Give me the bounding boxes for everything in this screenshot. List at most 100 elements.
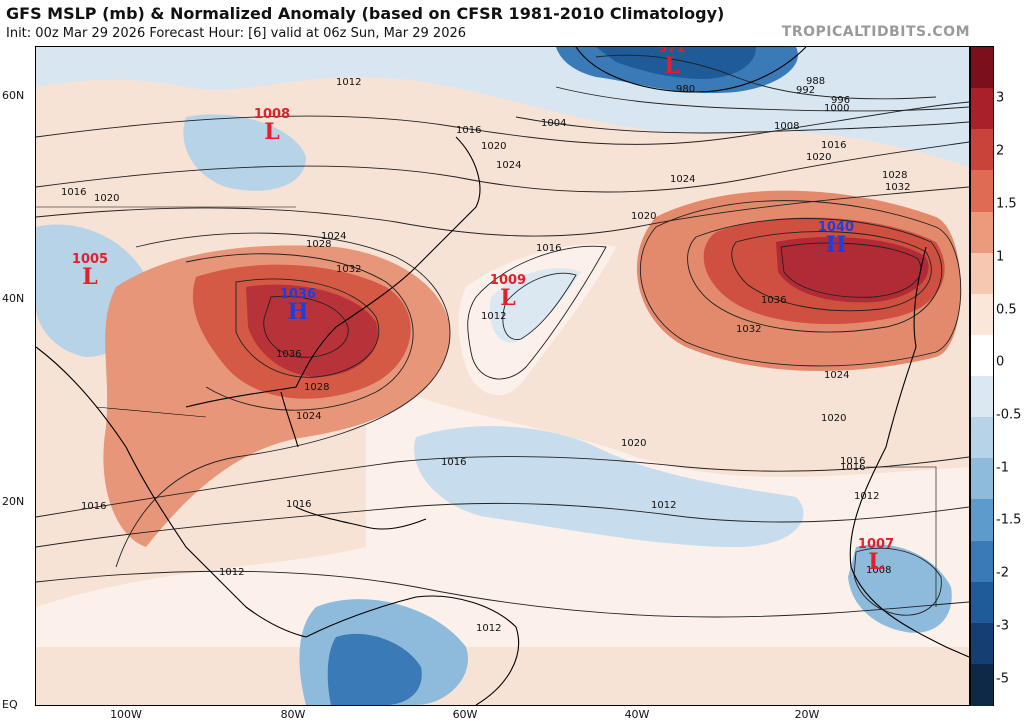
border-africa xyxy=(866,466,937,607)
map-canvas: 1012 1016 1020 1024 1028 1032 1036 988 9… xyxy=(36,47,969,705)
anomaly-colorbar xyxy=(970,46,994,706)
isobar-label: 1036 xyxy=(276,349,301,360)
isobar-label: 1012 xyxy=(651,500,676,511)
colorbar-segment xyxy=(971,334,993,377)
colorbar-segment xyxy=(971,581,993,624)
pressure-type: H xyxy=(825,232,847,258)
isobar-label: 1016 xyxy=(840,462,865,473)
isobar-label: 1016 xyxy=(821,140,846,151)
credit-label: TROPICALTIDBITS.COM xyxy=(781,24,970,40)
isobar-label: 1016 xyxy=(456,125,481,136)
colorbar-segment xyxy=(971,129,993,171)
isobar-label: 1012 xyxy=(854,491,879,502)
isobar-1028-east xyxy=(687,218,943,333)
isobar-1024-east xyxy=(640,200,962,367)
colorbar-segment xyxy=(971,499,993,541)
isobar-1012-south xyxy=(36,570,969,618)
isobar-label: 980 xyxy=(676,84,695,95)
coast-africa-europe xyxy=(849,246,969,658)
colorbar-label: 0.5 xyxy=(996,302,1017,318)
isobar-label: 996 xyxy=(831,95,850,106)
coast-us-east xyxy=(185,136,481,408)
isobar-label: 1032 xyxy=(885,182,910,193)
isobar-1008-africa xyxy=(853,547,942,616)
low-pressure-center: 1008 L xyxy=(253,107,291,145)
isobar-1016-trough xyxy=(467,245,607,380)
isobar-label: 1024 xyxy=(824,370,849,381)
coast-florida xyxy=(280,391,299,448)
isobar-label: 1028 xyxy=(882,170,907,181)
colorbar-label: -2 xyxy=(996,565,1009,581)
lat-label: EQ xyxy=(2,698,18,711)
isobar-label: 1016 xyxy=(441,457,466,468)
pressure-value: 1005 xyxy=(71,252,109,267)
colorbar-segment xyxy=(971,170,993,212)
colorbar-segment xyxy=(971,211,993,254)
isobar-label: 1012 xyxy=(476,623,501,634)
coast-mexico xyxy=(36,346,307,638)
lat-label: 60N xyxy=(2,89,25,102)
isobar-label: 1016 xyxy=(286,499,311,510)
isobar-1004 xyxy=(515,116,969,134)
colorbar-label: 1.5 xyxy=(996,196,1017,212)
isobar-label: 1024 xyxy=(670,174,695,185)
pressure-type: L xyxy=(500,285,516,311)
isobar-label: 1024 xyxy=(496,160,521,171)
isobar-label: 1008 xyxy=(866,565,891,576)
anomaly-map: 1012 1016 1020 1024 1028 1032 1036 988 9… xyxy=(35,46,970,706)
south-america-strong-anomaly xyxy=(327,633,422,705)
colorbar-label: -3 xyxy=(996,618,1009,634)
high-pressure-center: 1036 H xyxy=(280,287,316,325)
isobar-1032-east xyxy=(731,231,932,312)
isobar-label: 1008 xyxy=(774,121,799,132)
low-pressure-center: 1007 L xyxy=(858,537,894,573)
pressure-type: L xyxy=(82,264,98,290)
pressure-value: 971 xyxy=(658,46,686,56)
lon-label: 40W xyxy=(624,708,650,721)
lon-label: 100W xyxy=(110,708,142,721)
isobar-label: 1020 xyxy=(94,193,119,204)
colorbar-label: -0.5 xyxy=(996,407,1022,423)
forecast-subtitle: Init: 00z Mar 29 2026 Forecast Hour: [6]… xyxy=(6,26,467,41)
coastlines xyxy=(36,47,969,705)
coast-caribbean xyxy=(295,506,427,530)
isobar-1036-us xyxy=(263,295,349,358)
colorbar-segment xyxy=(971,88,993,130)
colorbar-label: -5 xyxy=(996,671,1009,687)
isobar-1016-north xyxy=(36,141,969,193)
colorbar-label: 2 xyxy=(996,143,1005,159)
isobar-1032-us xyxy=(235,278,380,378)
colorbar-label: -1.5 xyxy=(996,512,1022,528)
isobar-label: 988 xyxy=(806,76,825,87)
isobar-label: 1012 xyxy=(336,77,361,88)
lat-label: 20N xyxy=(2,495,25,508)
lat-label: 40N xyxy=(2,292,25,305)
pressure-type: H xyxy=(287,299,309,325)
colorbar-segment xyxy=(971,376,993,418)
colorbar-segment xyxy=(971,417,993,459)
isobar-label: 1016 xyxy=(61,187,86,198)
coast-south-america xyxy=(305,595,520,705)
chart-title: GFS MSLP (mb) & Normalized Anomaly (base… xyxy=(6,4,725,23)
pressure-value: 1008 xyxy=(253,107,291,122)
isobar-label: 1024 xyxy=(321,231,346,242)
isobar-label: 1032 xyxy=(336,264,361,275)
colorbar-segment xyxy=(971,622,993,665)
colorbar-segment xyxy=(971,47,993,89)
isobar-label: 1032 xyxy=(736,324,761,335)
isobar-label: 1012 xyxy=(219,567,244,578)
isobar-996 xyxy=(555,86,969,112)
us-core-anomaly xyxy=(246,284,378,377)
pressure-type: L xyxy=(264,119,280,145)
isobar-1028-us xyxy=(185,253,414,411)
isobar-label: 1004 xyxy=(541,118,566,129)
colorbar-segment xyxy=(971,293,993,336)
isobar-label: 1020 xyxy=(821,413,846,424)
high-pressure-center: 1040 H xyxy=(818,220,854,258)
isobar-1012-trough xyxy=(502,272,577,340)
isobar-label: 1000 xyxy=(824,103,849,114)
low-pressure-center: 1005 L xyxy=(71,252,109,290)
isobar-1012-north xyxy=(36,101,969,145)
isobar-label: 1016 xyxy=(840,456,865,467)
isobar-label: 1020 xyxy=(631,211,656,222)
